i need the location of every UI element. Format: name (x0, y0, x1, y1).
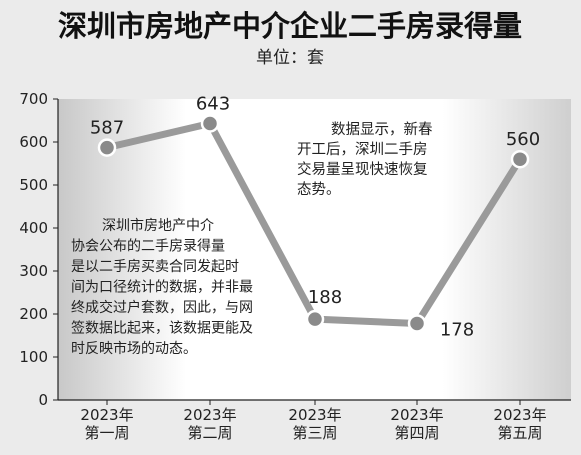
y-tick-label: 700 (19, 90, 48, 108)
x-tick-label: 2023年第四周 (390, 406, 443, 442)
y-tick-label: 500 (19, 176, 48, 194)
chart-subtitle: 单位：套 (256, 48, 324, 68)
data-point (97, 138, 117, 157)
x-tick-label: 2023年第五周 (493, 406, 546, 442)
y-tick-label: 400 (19, 219, 48, 237)
data-point (407, 314, 427, 333)
x-tick-label: 2023年第二周 (183, 406, 236, 442)
data-label: 587 (90, 118, 124, 139)
data-label: 188 (308, 287, 342, 308)
y-tick-label: 200 (19, 305, 48, 323)
y-tick-label: 600 (19, 133, 48, 151)
data-label: 560 (506, 129, 540, 150)
plot-area (58, 99, 571, 400)
right-note-line: 开工后，深圳二手房 (297, 141, 428, 158)
right-note-line: 交易量呈现快速恢复 (297, 160, 428, 178)
y-tick-label: 100 (19, 348, 48, 366)
x-tick-label: 2023年第一周 (80, 406, 133, 442)
left-note-line: 是以二手房买卖合同发起时 (71, 259, 239, 275)
left-note-line: 签数据比起来，该数据更能及 (71, 320, 253, 337)
data-label: 643 (196, 94, 230, 115)
y-tick-label: 300 (19, 262, 48, 280)
left-note-line: 间为口径统计的数据，并非最 (71, 280, 253, 296)
right-note-line: 数据显示，新春 (331, 121, 433, 138)
left-note-line: 深圳市房地产中介 (102, 217, 214, 234)
data-point (510, 149, 530, 169)
chart-title: 深圳市房地产中介企业二手房录得量 (58, 9, 522, 43)
right-note-line: 态势。 (297, 181, 341, 198)
x-tick-label: 2023年第三周 (288, 406, 341, 442)
left-note-line: 时反映市场的动态。 (71, 340, 197, 357)
left-note-line: 终成交过户套数，因此，与网 (71, 299, 253, 316)
left-note-line: 协会公布的二手房录得量 (71, 238, 225, 255)
y-tick-label: 0 (38, 391, 48, 409)
data-point (305, 309, 325, 329)
data-point (200, 114, 220, 133)
data-label: 178 (440, 319, 474, 340)
